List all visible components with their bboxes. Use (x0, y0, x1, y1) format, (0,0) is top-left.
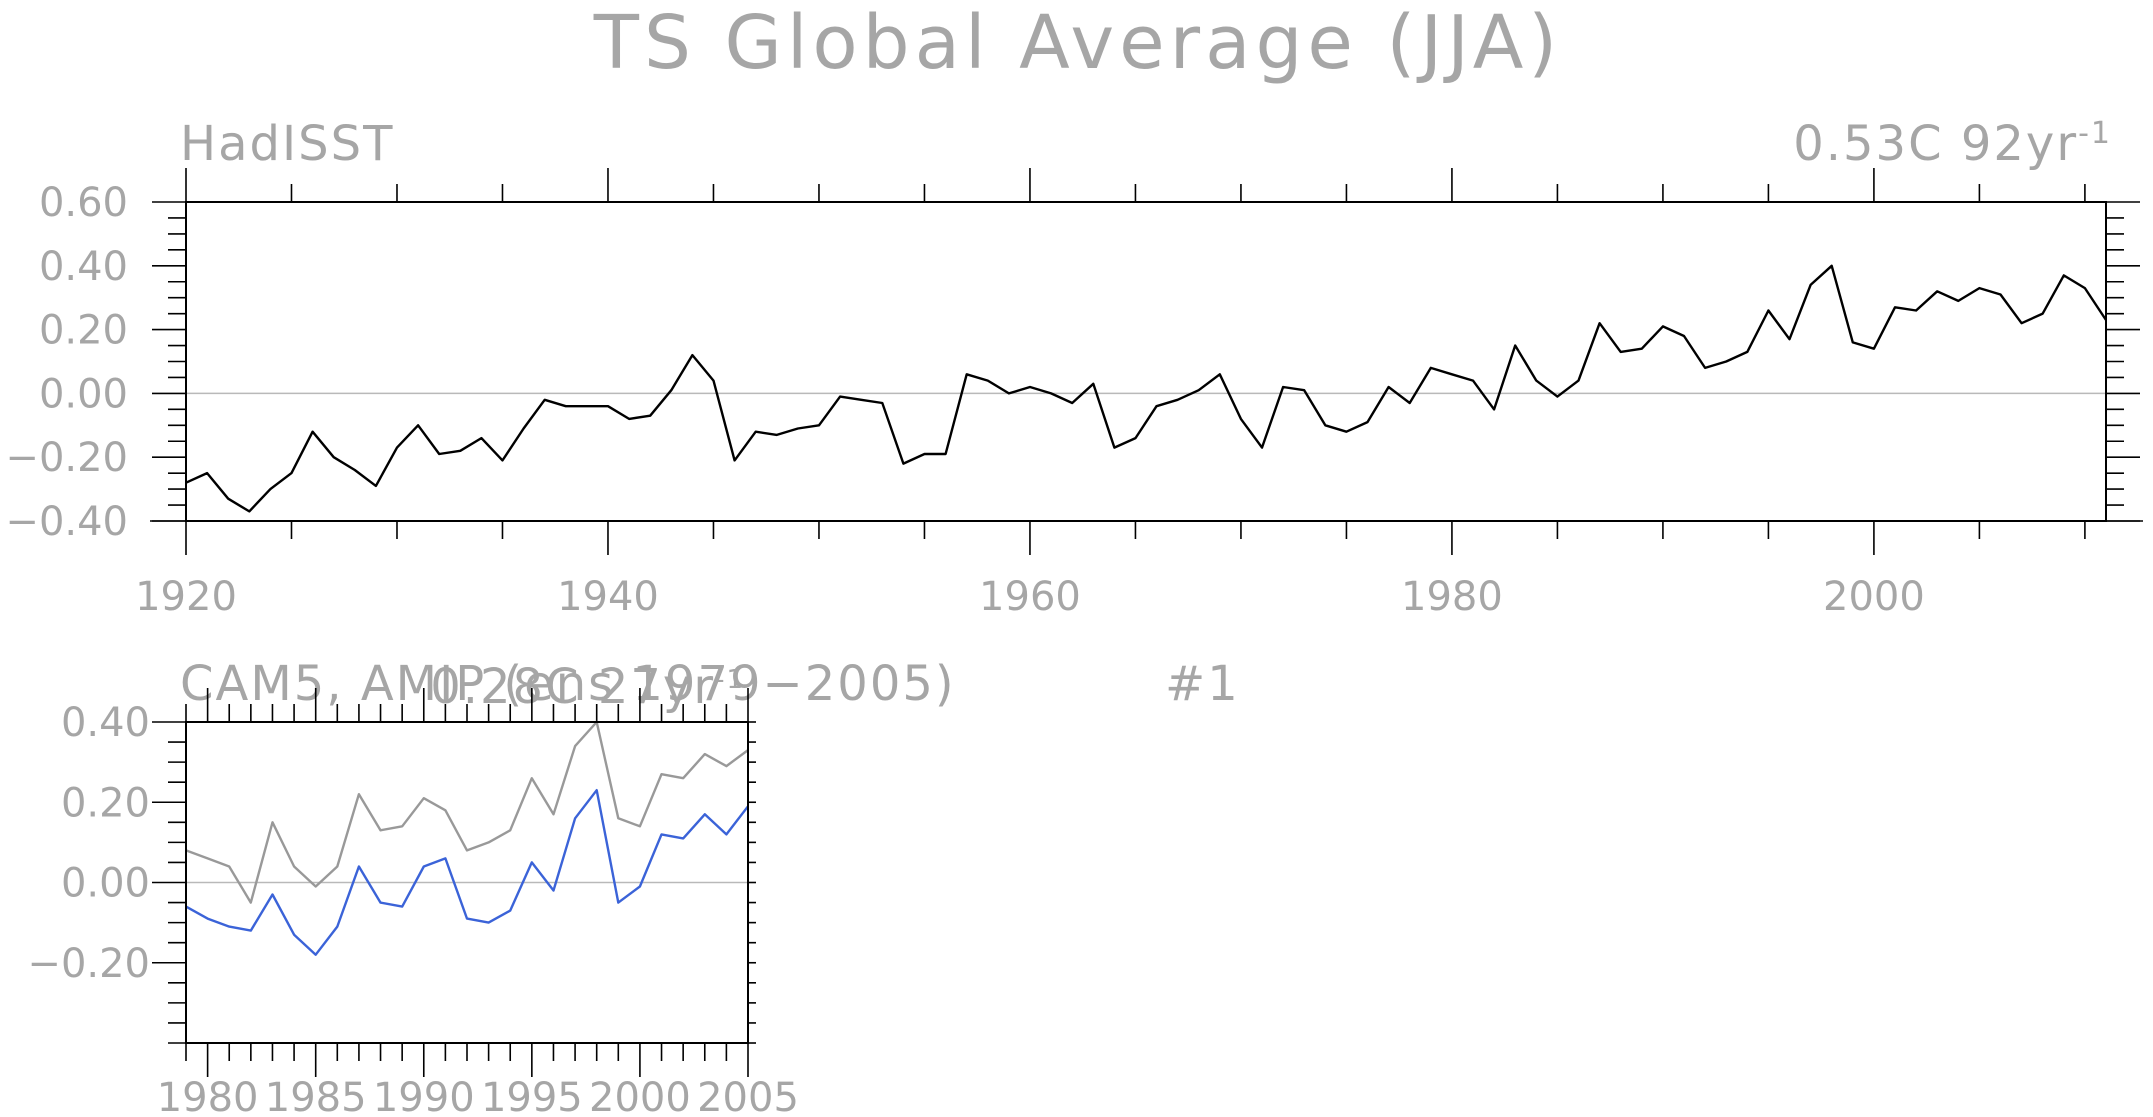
panel-hadisst: HadISST 0.53C 92yr-1 1920 1940 1960 1980 200… (5, 116, 2143, 620)
x-tick-label-hadisst: 2000 (1823, 574, 1925, 620)
x-tick-label-hadisst: 1920 (135, 574, 237, 620)
x-tick-label-hadisst: 1940 (557, 574, 659, 620)
y-tick-label-hadisst: 0.00 (39, 371, 128, 417)
plot-frame-cam5 (185, 721, 749, 1044)
x-tick-label-cam5: 1990 (373, 1075, 475, 1117)
y-tick-label-hadisst: 0.20 (39, 308, 128, 354)
y-tick-label-cam5: 0.00 (61, 861, 150, 907)
series-line-cam5-0 (185, 720, 749, 904)
x-tick-label-cam5: 1980 (157, 1075, 259, 1117)
plot-frame-hadisst (185, 201, 2107, 522)
trend-label-hadisst: 0.53C 92yr-1 (1793, 116, 2112, 173)
trend-label-cam5: 0.28C 27yr-1 (430, 659, 745, 715)
x-tick-label-cam5: 2005 (697, 1075, 799, 1117)
tick-labels-cam5: 1980 1985 1990 1995 2000 2005 −0.20 0.00 0.20 0.4… (27, 700, 798, 1117)
y-tick-label-hadisst: −0.20 (5, 435, 128, 481)
y-tick-label-hadisst: 0.60 (39, 180, 128, 226)
panel-cam5: CAM5, AMIP (ens 1979−2005) #1 0.28C 27yr… (27, 656, 1240, 1117)
trend-value-hadisst: 0.53C 92yr (1793, 116, 2078, 172)
trend-value-cam5: 0.28C 27yr (430, 659, 715, 715)
ticks-hadisst (150, 168, 2143, 555)
x-tick-label-cam5: 2000 (589, 1075, 691, 1117)
series-line-cam5-1 (185, 789, 749, 956)
x-tick-label-cam5: 1995 (481, 1075, 583, 1117)
panel-title-hadisst: HadISST (180, 116, 394, 172)
y-tick-label-cam5: 0.20 (61, 780, 150, 826)
figure-title: TS Global Average (JJA) (593, 0, 1562, 86)
y-tick-label-hadisst: −0.40 (5, 499, 128, 545)
panel-number-cam5: #1 (1165, 656, 1240, 712)
panel-title-cam5: CAM5, AMIP (ens 1979−2005) (180, 656, 956, 712)
x-tick-label-cam5: 1985 (265, 1075, 367, 1117)
trend-exponent-cam5: -1 (715, 665, 745, 695)
series-hadisst (185, 264, 2108, 513)
tick-labels-hadisst: 1920 1940 1960 1980 2000 −0.40 −0.20 0.00 0.20 0.… (5, 180, 1924, 620)
series-cam5 (185, 720, 749, 956)
trend-exponent-hadisst: -1 (2078, 116, 2112, 151)
ticks-cam5 (152, 688, 756, 1077)
series-line-hadisst-0 (185, 264, 2108, 513)
x-tick-label-hadisst: 1960 (979, 574, 1081, 620)
y-tick-label-cam5: 0.40 (61, 700, 150, 746)
y-tick-label-cam5: −0.20 (27, 941, 150, 987)
x-tick-label-hadisst: 1980 (1401, 574, 1503, 620)
y-tick-label-hadisst: 0.40 (39, 244, 128, 290)
